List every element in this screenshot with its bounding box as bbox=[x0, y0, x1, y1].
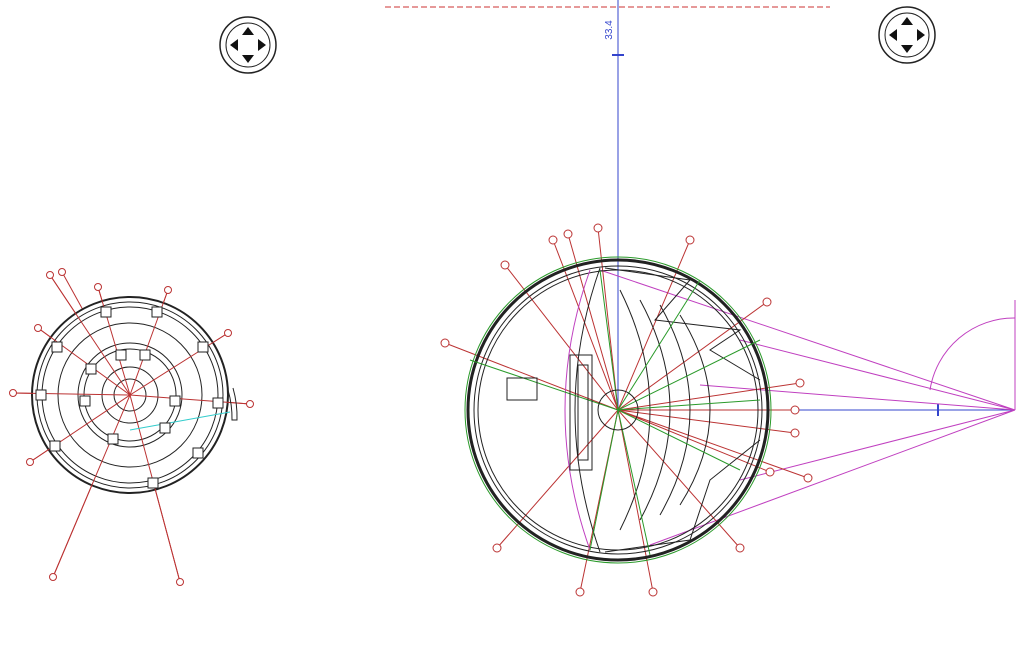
nav-wheel[interactable] bbox=[220, 17, 276, 73]
nav-wheel[interactable] bbox=[879, 7, 935, 63]
dimension-label: 33.4 bbox=[604, 20, 615, 40]
cad-canvas: 33.4 bbox=[0, 0, 1020, 645]
